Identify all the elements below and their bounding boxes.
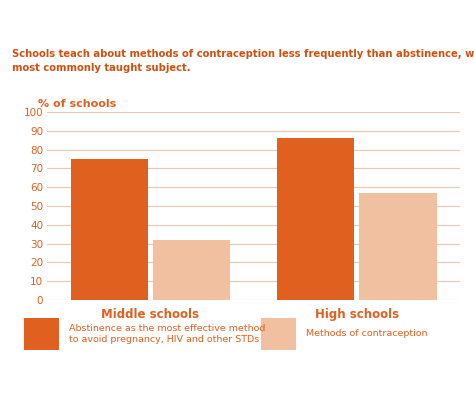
Bar [153, 240, 230, 300]
Text: Sex Education in Schools: Sex Education in Schools [12, 13, 208, 27]
Bar [277, 138, 354, 300]
Text: % of schools: % of schools [38, 99, 116, 109]
Bar [71, 159, 148, 300]
Text: Schools teach about methods of contraception less frequently than abstinence, wh: Schools teach about methods of contracep… [12, 49, 474, 73]
FancyBboxPatch shape [24, 318, 59, 350]
Bar [359, 193, 437, 300]
FancyBboxPatch shape [261, 318, 296, 350]
Text: Methods of contraception: Methods of contraception [306, 330, 427, 338]
Text: Abstinence as the most effective method
to avoid pregnancy, HIV and other STDs: Abstinence as the most effective method … [69, 324, 265, 344]
